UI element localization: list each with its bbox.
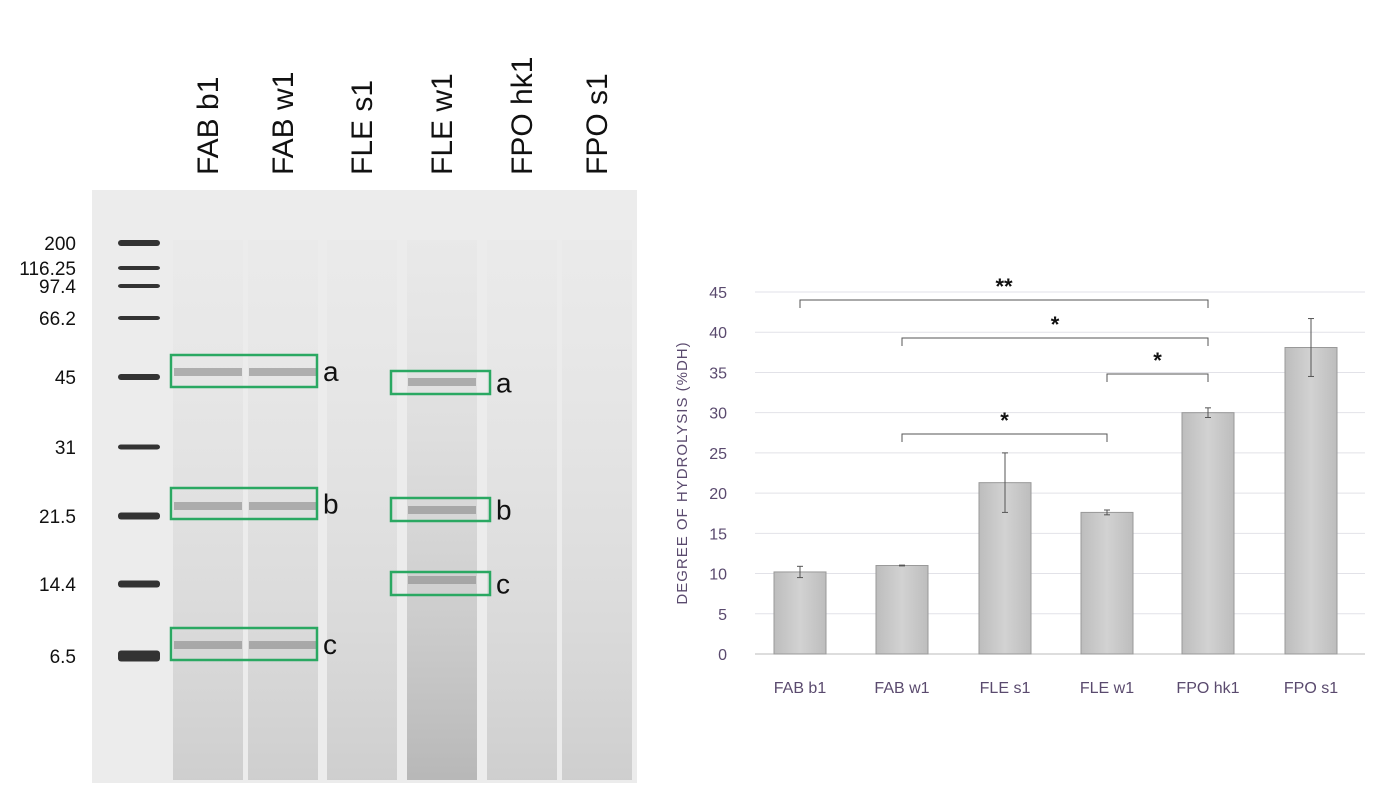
x-tick-label: FAB w1 <box>874 680 929 697</box>
protein-band <box>174 502 242 510</box>
x-tick-label: FLE s1 <box>980 680 1031 697</box>
marker-label: 31 <box>55 438 76 459</box>
marker-band <box>118 240 160 246</box>
marker-band <box>118 512 160 520</box>
bar <box>1080 511 1134 655</box>
y-tick-label: 5 <box>718 607 727 624</box>
band-label: b <box>323 489 339 520</box>
marker-label: 66.2 <box>39 309 76 330</box>
lane-smear <box>327 240 397 780</box>
lane-label: FLE w1 <box>426 73 459 175</box>
x-tick-label: FPO hk1 <box>1176 680 1239 697</box>
x-tick-label: FAB b1 <box>774 680 827 697</box>
marker-label: 21.5 <box>39 507 76 528</box>
significance-label: * <box>1153 348 1162 373</box>
band-box <box>169 353 319 389</box>
band-box <box>389 369 492 396</box>
marker-label: 6.5 <box>50 647 76 668</box>
y-tick-label: 15 <box>709 526 727 543</box>
significance-label: * <box>1051 312 1060 337</box>
significance-bracket <box>901 433 1108 442</box>
protein-band <box>408 506 476 514</box>
band-box <box>389 496 492 523</box>
protein-band <box>408 378 476 386</box>
protein-band <box>174 641 242 649</box>
lane-label: FLE s1 <box>346 80 379 175</box>
marker-label: 45 <box>55 368 76 389</box>
y-tick-label: 30 <box>709 406 727 423</box>
y-axis-label: DEGREE OF HYDROLYSIS (%DH) <box>674 341 691 604</box>
band-label: a <box>323 356 339 387</box>
marker-band <box>118 316 160 320</box>
marker-band <box>118 650 160 662</box>
marker-label: 116.25 <box>19 259 76 280</box>
protein-band <box>408 576 476 584</box>
x-tick-label: FLE w1 <box>1080 680 1134 697</box>
marker-label: 97.4 <box>39 277 76 298</box>
lane-label: FPO s1 <box>581 73 614 175</box>
significance-bracket <box>901 337 1209 346</box>
lane-label: FAB b1 <box>192 77 225 175</box>
protein-band <box>249 368 317 376</box>
band-label: a <box>496 368 512 399</box>
marker-band <box>118 444 160 450</box>
lane-smear <box>487 240 557 780</box>
bar <box>1284 347 1338 655</box>
y-tick-label: 20 <box>709 486 727 503</box>
bar <box>1181 412 1235 655</box>
bar-chart: 0 5 10 15 20 25 30 35 40 45 DEGREE OF HYDROLYSIS (… <box>674 274 1365 697</box>
sds-page-gel: FAB b1 FAB w1 FLE s1 FLE w1 FPO hk1 FPO s1 200… <box>19 57 637 783</box>
x-tick-label: FPO s1 <box>1284 680 1338 697</box>
band-box <box>389 570 492 597</box>
significance-bracket <box>799 299 1209 308</box>
y-tick-label: 40 <box>709 325 727 342</box>
lane-label: FAB w1 <box>267 72 300 175</box>
marker-band <box>118 266 160 270</box>
y-tick-label: 45 <box>709 285 727 302</box>
marker-band <box>118 580 160 588</box>
significance-label: * <box>1000 408 1009 433</box>
band-box <box>169 626 319 662</box>
band-label: b <box>496 495 512 526</box>
band-box <box>169 486 319 521</box>
marker-band <box>118 284 160 288</box>
marker-label: 200 <box>44 234 76 255</box>
y-tick-label: 25 <box>709 446 727 463</box>
protein-band <box>249 641 317 649</box>
bar <box>773 571 827 655</box>
y-tick-label: 0 <box>718 647 727 664</box>
band-label: c <box>496 569 510 600</box>
y-tick-label: 10 <box>709 567 727 584</box>
bar <box>875 565 929 655</box>
marker-band <box>118 374 160 380</box>
lane-smear <box>562 240 632 780</box>
y-tick-label: 35 <box>709 365 727 382</box>
marker-label: 14.4 <box>39 575 76 596</box>
band-label: c <box>323 629 337 660</box>
significance-bracket <box>1106 373 1209 382</box>
protein-band <box>249 502 317 510</box>
protein-band <box>174 368 242 376</box>
lane-label: FPO hk1 <box>506 57 539 175</box>
significance-label: ** <box>995 274 1013 299</box>
